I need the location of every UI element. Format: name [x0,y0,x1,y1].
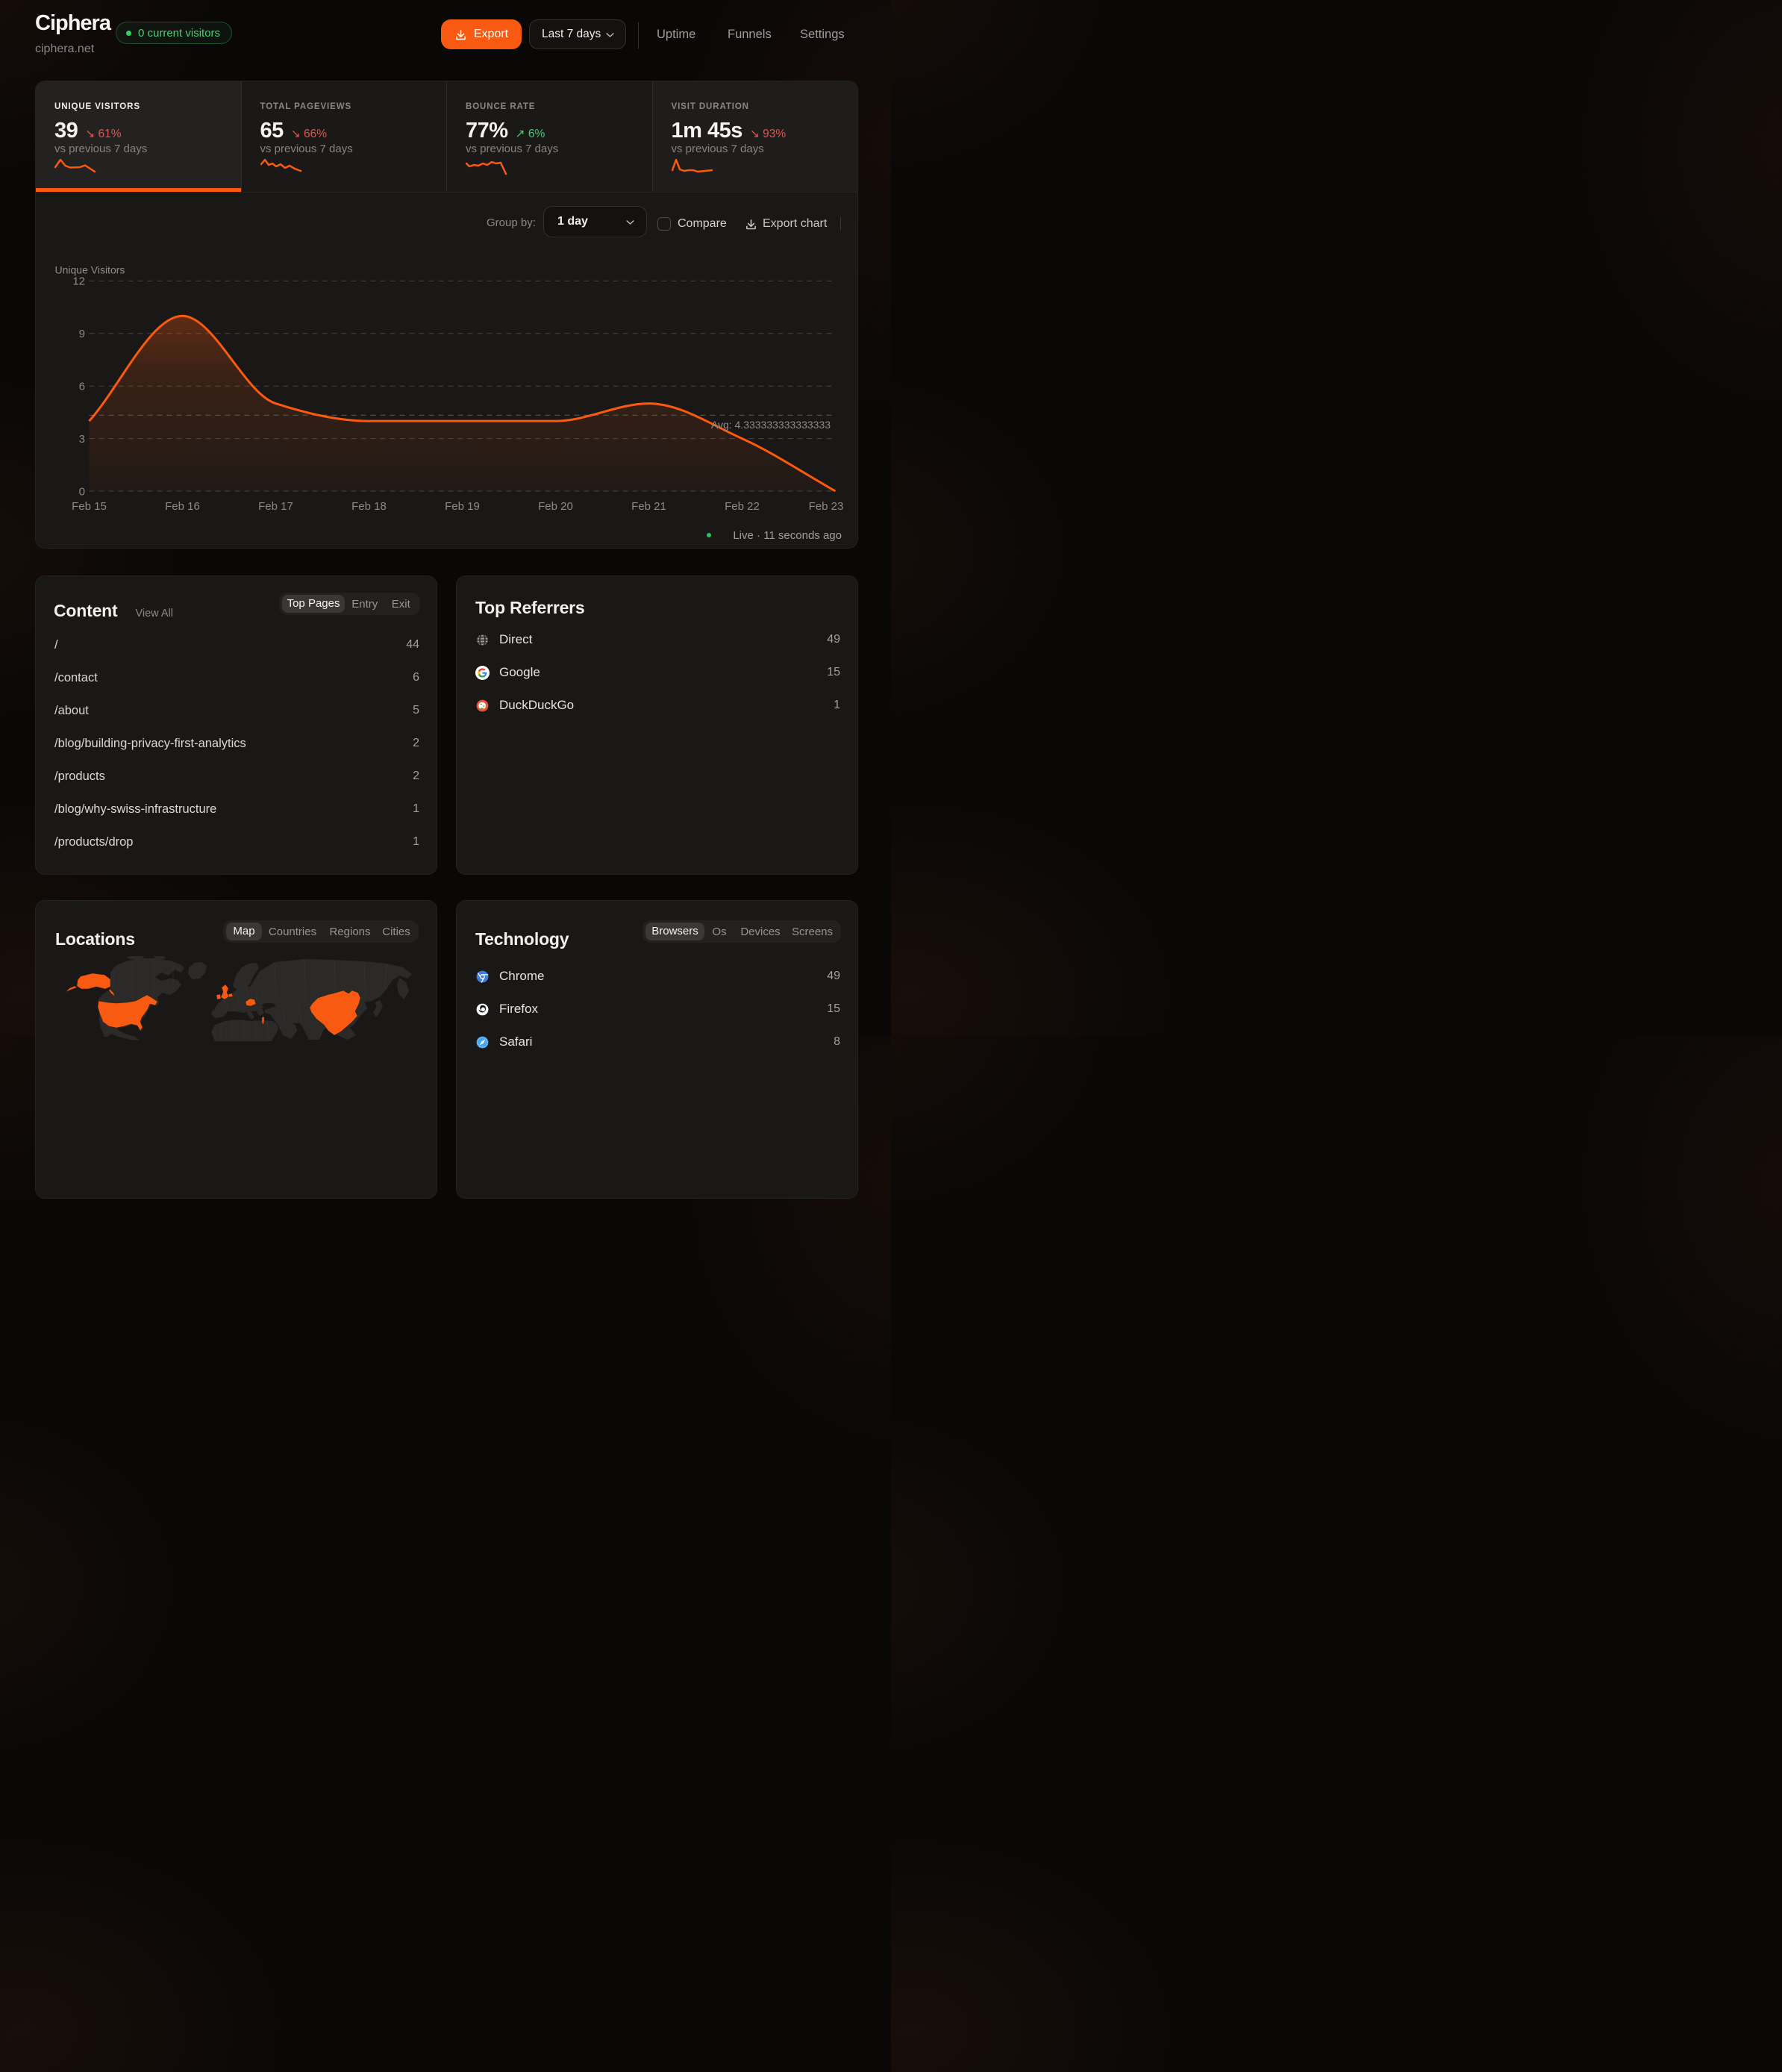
svg-text:0: 0 [79,485,85,498]
svg-text:Avg: 4.333333333333333: Avg: 4.333333333333333 [711,419,831,431]
svg-text:Feb 19: Feb 19 [445,500,480,513]
svg-text:Feb 23: Feb 23 [809,500,844,513]
svg-text:Feb 16: Feb 16 [165,500,200,513]
svg-text:3: 3 [79,433,85,446]
svg-text:Feb 22: Feb 22 [725,500,760,513]
svg-text:Feb 18: Feb 18 [351,500,387,513]
svg-text:6: 6 [79,381,85,393]
svg-text:Unique Visitors: Unique Visitors [55,264,125,276]
svg-text:Feb 15: Feb 15 [72,500,107,513]
svg-text:12: 12 [72,275,85,288]
svg-text:Feb 17: Feb 17 [258,500,293,513]
svg-text:Feb 21: Feb 21 [631,500,666,513]
svg-text:Feb 20: Feb 20 [538,500,573,513]
svg-text:Live · 11 seconds ago: Live · 11 seconds ago [733,529,842,542]
svg-text:9: 9 [79,328,85,340]
